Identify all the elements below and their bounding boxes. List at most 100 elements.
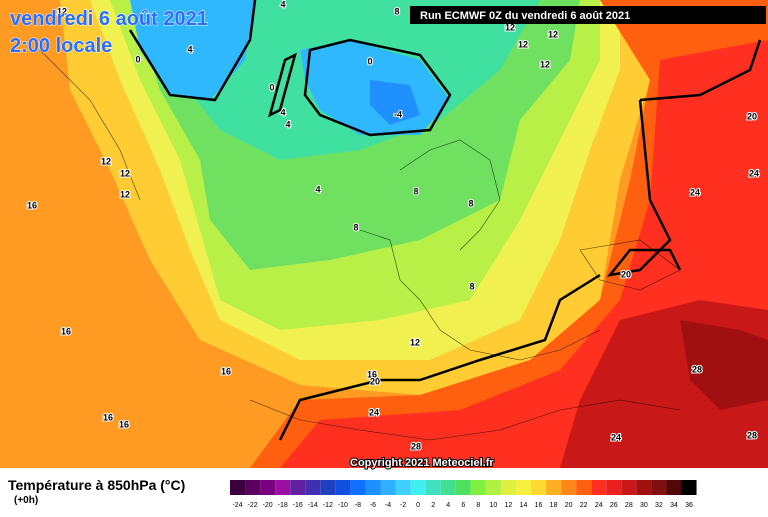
scale-label: -6: [370, 502, 376, 509]
color-swatch: [546, 480, 562, 495]
color-swatch: [230, 480, 246, 495]
contour-label: 12: [505, 22, 515, 32]
contour-label: 28: [747, 430, 757, 440]
color-swatch: [365, 480, 381, 495]
contour-label: 16: [119, 419, 129, 429]
scale-label: -22: [248, 502, 258, 509]
time: 2:00 locale: [10, 35, 112, 57]
scale-label: -18: [278, 502, 288, 509]
contour-label: 4: [280, 107, 285, 117]
contour-label: 12: [548, 29, 558, 39]
contour-label: 12: [540, 59, 550, 69]
color-scale: -24 -22 -20 -18 -16 -14 -12 -10 -8 -6 -4 -2 0 2 4 6 8 10 1…: [230, 480, 697, 509]
scale-label: 28: [625, 502, 633, 509]
contour-label: 12: [410, 337, 420, 347]
color-swatch: [500, 480, 516, 495]
contour-label: 0: [367, 56, 372, 66]
contour-label: 4: [280, 0, 285, 9]
contour-label: 4: [315, 184, 320, 194]
color-swatch: [470, 480, 486, 495]
contour-label: 16: [61, 326, 71, 336]
scale-label: 2: [431, 502, 435, 509]
contour-label: 24: [690, 187, 700, 197]
contour-label: 20: [621, 269, 631, 279]
contour-label: 8: [469, 281, 474, 291]
scale-label: -20: [263, 502, 273, 509]
run-box: [410, 6, 766, 24]
scale-label: 24: [595, 502, 603, 509]
legend-subtitle: (+0h): [14, 495, 38, 506]
contour-label: 12: [101, 156, 111, 166]
color-swatch: [380, 480, 396, 495]
contour-label: 28: [411, 441, 421, 451]
contour-label: 20: [747, 111, 757, 121]
scale-label: -10: [338, 502, 348, 509]
scale-label: 14: [520, 502, 528, 509]
scale-label: 0: [416, 502, 420, 509]
contour-label: 8: [353, 222, 358, 232]
color-swatch: [455, 480, 471, 495]
color-swatch: [425, 480, 441, 495]
color-swatch: [651, 480, 667, 495]
scale-label: 12: [505, 502, 513, 509]
color-swatch: [395, 480, 411, 495]
scale-label: 22: [580, 502, 588, 509]
scale-label: -12: [323, 502, 333, 509]
color-swatch: [350, 480, 366, 495]
color-swatch: [485, 480, 501, 495]
map: [0, 0, 768, 468]
color-swatch: [335, 480, 351, 495]
color-swatch: [320, 480, 336, 495]
color-swatch: [531, 480, 547, 495]
color-swatch: [606, 480, 622, 495]
color-swatch: [305, 480, 321, 495]
scale-label: 32: [655, 502, 663, 509]
scale-label: 4: [446, 502, 450, 509]
legend-title: Température à 850hPa (°C): [8, 477, 185, 493]
contour-label: 4: [285, 119, 290, 129]
contour-label: 12: [57, 6, 67, 16]
contour-label: 12: [120, 168, 130, 178]
color-swatch: [245, 480, 261, 495]
contour-label: 28: [692, 364, 702, 374]
color-swatch: [561, 480, 577, 495]
color-swatch: [621, 480, 637, 495]
color-swatch: [260, 480, 276, 495]
scale-label: 16: [535, 502, 543, 509]
scale-label: 34: [670, 502, 678, 509]
contour-label: 16: [221, 366, 231, 376]
color-swatch: [681, 480, 697, 495]
contour-label: 0: [269, 82, 274, 92]
copyright: Copyright 2021 Meteociel.fr: [350, 457, 494, 469]
scale-label: -14: [308, 502, 318, 509]
scale-label: 36: [685, 502, 693, 509]
contour-label: 8: [468, 198, 473, 208]
contour-label: 16: [367, 369, 377, 379]
color-swatch: [576, 480, 592, 495]
scale-label: 26: [610, 502, 618, 509]
scale-label: 6: [461, 502, 465, 509]
contour-label: 24: [749, 168, 759, 178]
contour-label: 24: [611, 432, 621, 442]
contour-label: 8: [413, 186, 418, 196]
color-swatch: [275, 480, 291, 495]
scale-label: 18: [550, 502, 558, 509]
color-swatch: [290, 480, 306, 495]
scale-label: -16: [293, 502, 303, 509]
contour-label: 12: [518, 39, 528, 49]
scale-label: 10: [489, 502, 497, 509]
color-swatch: [515, 480, 531, 495]
contour-label: -4: [394, 109, 402, 119]
scale-label: -8: [355, 502, 361, 509]
scale-label: -2: [400, 502, 406, 509]
contour-label: 20: [370, 376, 380, 386]
contour-label: 0: [135, 54, 140, 64]
color-swatch: [410, 480, 426, 495]
contour-label: 24: [369, 407, 379, 417]
contour-label: 8: [394, 6, 399, 16]
color-swatch: [636, 480, 652, 495]
contour-label: 12: [120, 189, 130, 199]
contour-label: 16: [103, 412, 113, 422]
